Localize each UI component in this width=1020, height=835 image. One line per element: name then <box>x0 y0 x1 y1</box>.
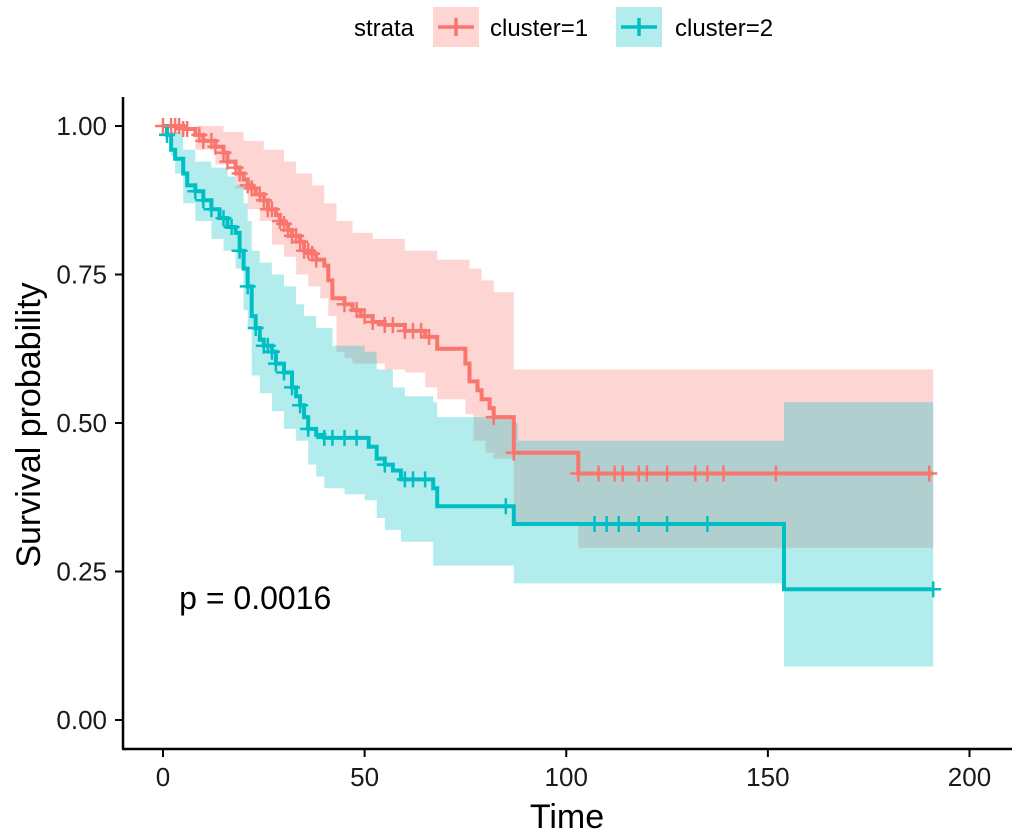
censor-mark <box>614 465 631 482</box>
legend-item-cluster-1: cluster=1 <box>433 7 588 47</box>
censor-mark <box>292 397 309 414</box>
censor-mark <box>292 233 309 250</box>
censor-mark <box>364 314 381 330</box>
censor-mark <box>638 465 655 482</box>
censor-mark <box>263 201 280 218</box>
censor-mark <box>767 465 784 482</box>
legend-label-cluster-2: cluster=2 <box>675 15 773 42</box>
y-tick-label: 0.75 <box>56 260 107 290</box>
censor-mark <box>308 251 325 268</box>
y-axis-ticks: 0.00 0.25 0.50 0.75 1.00 <box>56 111 123 735</box>
censor-mark <box>570 465 587 482</box>
censor-mark <box>255 192 272 209</box>
censor-mark <box>215 210 232 227</box>
censor-group-cluster-1 <box>155 118 938 482</box>
x-tick-label: 100 <box>545 762 588 792</box>
censor-mark <box>348 429 365 446</box>
x-tick-label: 0 <box>156 762 170 792</box>
censor-mark <box>263 343 280 360</box>
censor-mark <box>284 379 300 396</box>
legend-label-cluster-1: cluster=1 <box>490 15 588 42</box>
censor-mark <box>243 180 260 197</box>
censor-mark <box>219 153 236 170</box>
y-tick-label: 0.50 <box>56 408 107 438</box>
censor-mark <box>231 242 248 259</box>
censor-mark <box>239 177 256 194</box>
censor-mark <box>187 183 204 200</box>
censor-marks <box>155 118 942 598</box>
censor-mark <box>417 471 434 488</box>
censor-mark <box>179 121 196 137</box>
censor-mark <box>659 516 676 532</box>
censor-mark <box>207 138 224 155</box>
x-axis-title: Time <box>530 798 604 835</box>
censor-mark <box>300 242 317 259</box>
censor-mark <box>247 320 264 336</box>
censor-mark <box>715 465 732 482</box>
censor-mark <box>336 296 353 313</box>
legend: strata cluster=1 cluster=2 <box>354 7 773 47</box>
censor-group-cluster-2 <box>159 126 942 598</box>
p-value-annotation: p = 0.0016 <box>179 580 331 616</box>
censor-mark <box>659 465 676 482</box>
censor-mark <box>485 409 502 426</box>
censor-mark <box>356 308 373 325</box>
censor-mark <box>630 516 647 532</box>
censor-mark <box>376 456 393 473</box>
confidence-bands <box>163 126 934 667</box>
legend-item-cluster-2: cluster=2 <box>616 7 773 47</box>
ci-band-1 <box>163 126 934 548</box>
censor-mark <box>239 278 256 295</box>
censor-mark <box>421 328 438 345</box>
censor-mark <box>215 144 232 161</box>
censor-mark <box>610 516 627 532</box>
y-tick-label: 0.25 <box>56 557 107 587</box>
censor-mark <box>497 498 514 515</box>
x-tick-label: 50 <box>350 762 379 792</box>
censor-mark <box>925 581 942 598</box>
legend-title: strata <box>354 15 415 42</box>
x-axis-ticks: 0 50 100 150 200 <box>156 749 991 792</box>
censor-mark <box>171 118 188 134</box>
censor-mark <box>203 201 220 218</box>
censor-mark <box>276 364 292 381</box>
censor-mark <box>699 516 716 532</box>
censor-mark <box>300 420 317 437</box>
y-axis-title: Survival probability <box>10 282 48 567</box>
censor-mark <box>231 165 248 182</box>
y-tick-label: 1.00 <box>56 111 107 141</box>
censor-mark <box>384 317 401 333</box>
censor-mark <box>159 126 175 143</box>
censor-mark <box>921 465 938 482</box>
x-tick-label: 200 <box>948 762 991 792</box>
ci-band-2 <box>163 126 934 667</box>
x-tick-label: 150 <box>746 762 789 792</box>
y-tick-label: 0.00 <box>56 705 107 735</box>
censor-mark <box>590 465 607 482</box>
censor-mark <box>505 444 522 461</box>
censor-mark <box>195 192 212 209</box>
censor-mark <box>267 355 284 372</box>
censor-mark <box>223 219 240 235</box>
censor-mark <box>699 465 716 482</box>
